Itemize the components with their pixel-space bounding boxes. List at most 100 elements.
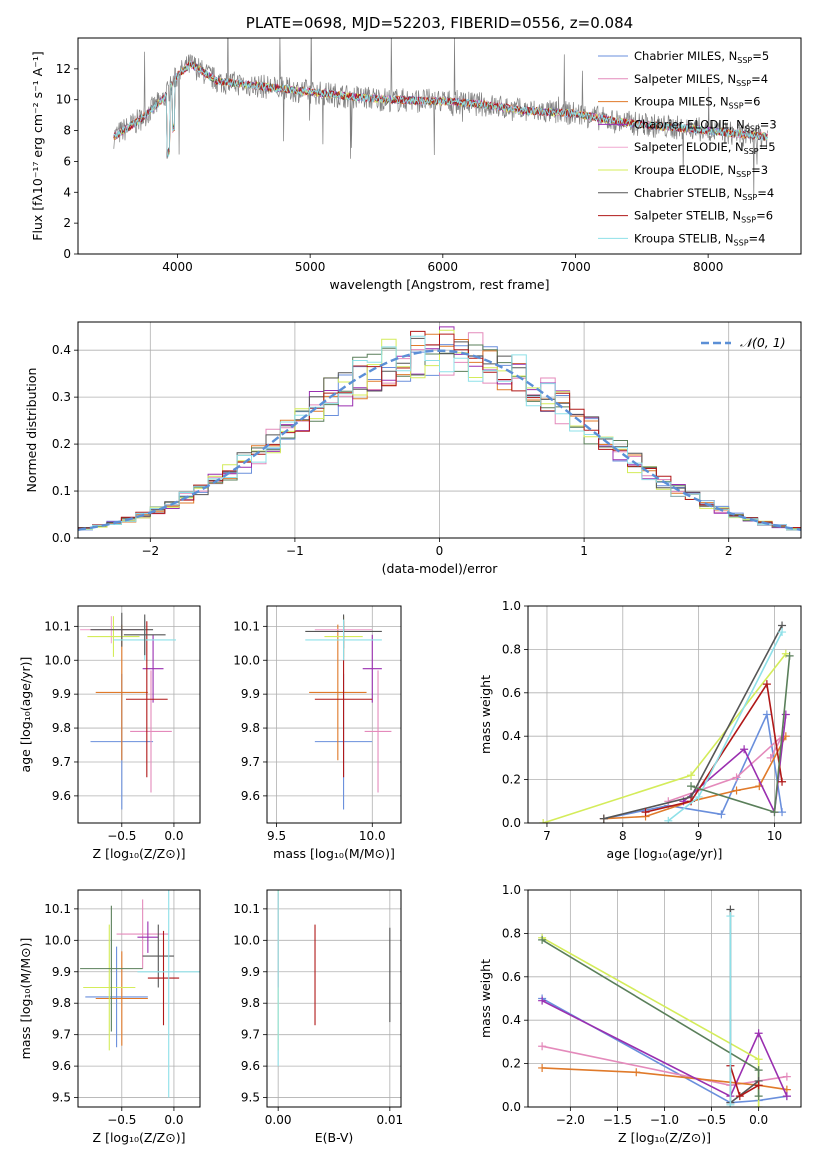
x-tick-label: 0.01 (376, 1113, 403, 1127)
y-tick-label: 4 (63, 185, 71, 199)
y-tick-label: 9.7 (52, 1028, 71, 1042)
y-axis-label: age [log₁₀(age/yr)] (18, 657, 33, 773)
errorbar-point (137, 890, 200, 1098)
series-marker (538, 996, 547, 1005)
series-line (645, 681, 783, 813)
legend-label: 𝒩(0, 1) (740, 335, 786, 350)
errorbar-point (362, 634, 382, 703)
legend-label: Salpeter STELIB, NSSP=6 (634, 209, 773, 225)
legend-label: Salpeter ELODIE, NSSP=5 (634, 140, 776, 156)
series-marker (538, 1042, 547, 1051)
chart-title: PLATE=0698, MJD=52203, FIBERID=0556, z=0… (246, 14, 633, 32)
series-line (542, 653, 787, 823)
series-marker (726, 1100, 735, 1107)
age_vs_z-axes: −0.5 0.0 9.6 9.7 9.8 9.9 10.0 10.1 Z [log₁₀(Z/Z⊙… (18, 605, 201, 861)
series-marker (538, 935, 547, 944)
y-tick-label: 9.9 (241, 965, 260, 979)
y-tick-label: 9.5 (52, 1091, 71, 1105)
spectrum-axes: 4000 5000 6000 7000 8000 0 2 4 6 8 10 12 wavelength … (30, 14, 802, 292)
errorbar-point (305, 619, 382, 661)
x-tick-label: 0.0 (164, 1113, 183, 1127)
x-tick-label: 7 (543, 829, 551, 843)
y-tick-label: 10.0 (44, 653, 71, 667)
y-tick-label: 9.5 (241, 1091, 260, 1105)
mass_vs_z-axes: −0.5 0.0 9.5 9.6 9.7 9.8 9.9 10.0 10.1 Z [log₁₀(Z… (18, 889, 201, 1145)
y-tick-label: 12 (56, 62, 71, 76)
y-tick-label: 0.4 (502, 1013, 521, 1027)
axes-frame (77, 321, 802, 539)
x-tick-label: 8 (619, 829, 627, 843)
y-tick-label: 0.6 (502, 970, 521, 984)
series-marker (754, 1092, 763, 1101)
x-tick-label: 6000 (428, 260, 459, 274)
series-marker (641, 808, 650, 817)
axes-frame (77, 37, 802, 255)
spectrum-lines (113, 38, 768, 197)
y-tick-label: 0.0 (502, 1100, 521, 1114)
x-axis-label: Z [log₁₀(Z/Z⊙)] (618, 1130, 711, 1145)
x-axis-label: age [log₁₀(age/yr)] (607, 846, 723, 861)
y-tick-label: 9.8 (52, 721, 71, 735)
x-tick-label: 9.5 (267, 829, 286, 843)
y-tick-label: 10.1 (44, 619, 71, 633)
x-tick-label: 0.00 (265, 1113, 292, 1127)
y-tick-label: 2 (63, 216, 71, 230)
y-tick-label: 9.8 (241, 996, 260, 1010)
series-marker (778, 777, 787, 786)
x-tick-label: 0 (436, 544, 444, 558)
y-tick-label: 6 (63, 154, 71, 168)
y-tick-label: 9.6 (241, 1059, 260, 1073)
errorbar-point (85, 946, 148, 1048)
axes-frame (527, 889, 802, 1108)
x-tick-label: −1.0 (650, 1113, 679, 1127)
model-kroupa_stelib (113, 60, 768, 158)
series-lines (538, 905, 791, 1107)
normal-curve (78, 349, 801, 531)
axes-frame (77, 889, 201, 1108)
series-marker (754, 1066, 763, 1075)
y-tick-label: 9.9 (241, 687, 260, 701)
errorbar-point (90, 612, 154, 647)
hist-legend: 𝒩(0, 1) (701, 335, 786, 350)
errorbars (277, 890, 391, 1067)
x-axis-label: (data-model)/error (382, 561, 499, 576)
series-marker (754, 1103, 763, 1107)
series-line (682, 714, 787, 815)
y-tick-label: 9.9 (52, 687, 71, 701)
y-tick-label: 9.6 (52, 1059, 71, 1073)
errorbar-point (364, 670, 392, 793)
x-axis-label: mass [log₁₀(M/M⊙)] (273, 846, 395, 861)
y-tick-label: 0.2 (502, 773, 521, 787)
y-tick-label: 0.8 (502, 642, 521, 656)
y-tick-label: 0.4 (502, 729, 521, 743)
series-marker (539, 819, 548, 823)
x-tick-label: 9 (695, 829, 703, 843)
x-tick-label: 7000 (560, 260, 591, 274)
x-axis-label: wavelength [Angstrom, rest frame] (329, 277, 549, 292)
hist-kroupa_stelib (78, 335, 801, 531)
series-marker (687, 771, 696, 780)
x-tick-label: −1 (286, 544, 304, 558)
series-marker (735, 1092, 744, 1101)
y-tick-label: 9.7 (241, 755, 260, 769)
y-tick-label: 0.0 (502, 816, 521, 830)
y-tick-label: 0 (63, 247, 71, 261)
x-tick-label: −0.5 (107, 829, 136, 843)
hist-chabrier_stelib (78, 337, 801, 531)
series-marker (778, 808, 787, 817)
series-marker (726, 912, 735, 921)
axes-frame (77, 605, 201, 824)
series-marker (754, 1081, 763, 1090)
legend-label: Chabrier ELODIE, NSSP=3 (634, 117, 777, 133)
y-tick-label: 9.9 (52, 965, 71, 979)
series-marker (664, 816, 673, 823)
y-tick-label: 0.8 (502, 926, 521, 940)
x-axis-label: E(B-V) (315, 1130, 354, 1145)
y-tick-label: 0.2 (52, 437, 71, 451)
age_vs_mass-axes: 9.5 10.0 9.6 9.7 9.8 9.9 10.0 10.1 mass [log₁₀(M… (233, 605, 402, 861)
y-tick-label: 10.1 (233, 619, 260, 633)
y-tick-label: 10.0 (44, 933, 71, 947)
errorbar-point (137, 921, 159, 953)
x-tick-label: 5000 (295, 260, 326, 274)
